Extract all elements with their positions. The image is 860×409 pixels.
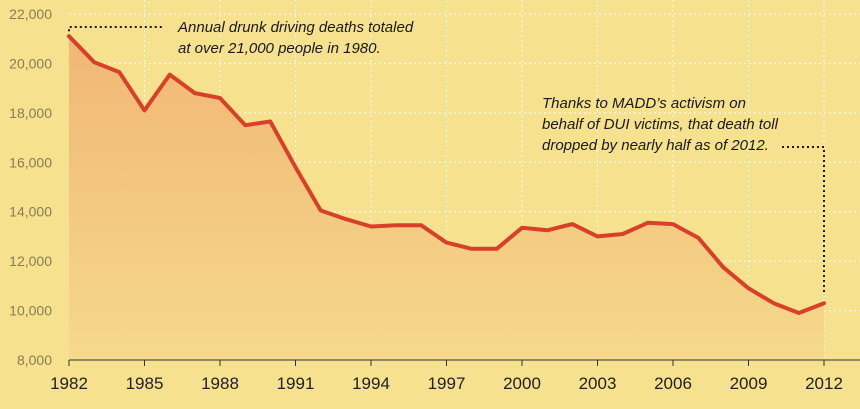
y-axis-ticks: 8,000 10,000 12,000 14,000 16,000 18,000 20,00… — [9, 6, 52, 368]
y-tick-label: 12,000 — [9, 253, 52, 269]
x-tick-label: 1985 — [126, 374, 164, 393]
annotation-2012-line: behalf of DUI victims, that death toll — [542, 116, 779, 133]
annotations: Annual drunk driving deaths totaled at ov… — [68, 19, 825, 296]
x-tick-label: 2012 — [805, 374, 843, 393]
y-tick-label: 20,000 — [9, 55, 52, 71]
series-area — [69, 36, 824, 360]
annotation-2012-text: Thanks to MADD’s activism on behalf of DU… — [542, 95, 779, 154]
x-tick-label: 1991 — [277, 374, 315, 393]
y-tick-label: 22,000 — [9, 6, 52, 22]
y-tick-label: 16,000 — [9, 154, 52, 170]
series-line — [67, 34, 826, 315]
annotation-1980-text: Annual drunk driving deaths totaled at ov… — [177, 19, 414, 57]
x-axis-ticks: 1982 1985 1988 1991 1994 1997 2000 2003 2006 2009… — [50, 360, 843, 393]
x-tick-label: 2000 — [503, 374, 541, 393]
annotation-1980-leader — [68, 26, 163, 32]
x-tick-label: 2009 — [730, 374, 768, 393]
x-tick-label: 1982 — [50, 374, 88, 393]
y-tick-label: 18,000 — [9, 105, 52, 121]
x-tick-label: 1997 — [428, 374, 466, 393]
x-tick-label: 1988 — [201, 374, 239, 393]
annotation-2012-line: Thanks to MADD’s activism on — [542, 95, 746, 112]
annotation-2012-leader — [782, 146, 825, 296]
x-tick-label: 2006 — [654, 374, 692, 393]
annotation-2012-line: dropped by nearly half as of 2012. — [542, 137, 769, 154]
x-tick-label: 1994 — [352, 374, 390, 393]
annotation-1980-line: Annual drunk driving deaths totaled — [177, 19, 414, 36]
x-tick-label: 2003 — [579, 374, 617, 393]
annotation-1980-line: at over 21,000 people in 1980. — [178, 40, 381, 57]
y-tick-label: 8,000 — [17, 352, 52, 368]
y-tick-label: 14,000 — [9, 204, 52, 220]
y-tick-label: 10,000 — [9, 303, 52, 319]
